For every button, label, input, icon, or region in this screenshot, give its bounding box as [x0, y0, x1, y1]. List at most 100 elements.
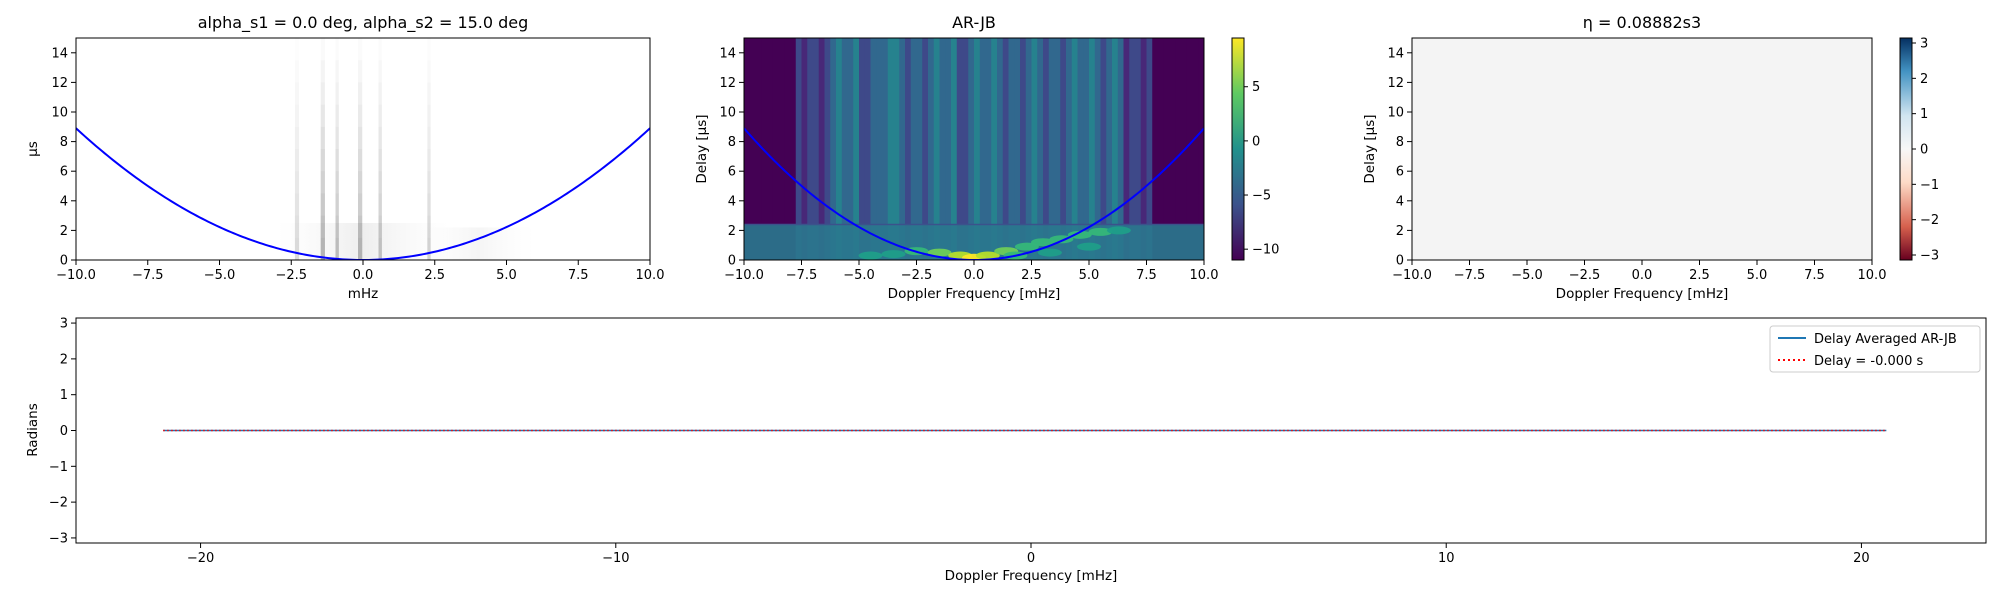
y-tick-label: 8: [1396, 135, 1404, 150]
panel-2-y-ticks: 0 2 4 6 8 10 12 14: [719, 46, 744, 269]
spectrum-column: [1014, 38, 1021, 260]
spectrum-column: [1192, 38, 1199, 260]
spectrum-column: [893, 38, 900, 260]
panel-3-image: [1412, 38, 1872, 260]
panel-1-x-ticks: −10.0 −7.5 −5.0 −2.5 0.0 2.5 5.0 7.5 10.0: [56, 260, 664, 283]
panel-1-y-label: µs: [25, 141, 41, 157]
spectrum-column: [1008, 38, 1015, 260]
bright-blob: [1106, 226, 1131, 235]
y-tick-label: 10: [1387, 106, 1404, 121]
bright-blob: [975, 251, 1000, 260]
spectrum-column: [830, 38, 837, 260]
panel-1-image: [76, 38, 650, 260]
y-tick-label: 0: [728, 254, 736, 269]
spectrum-column: [939, 38, 946, 260]
bright-blob: [927, 248, 952, 257]
colorbar-tick-label: −10: [1252, 243, 1279, 258]
spectrum-column: [991, 38, 998, 260]
y-tick-label: 2: [60, 224, 68, 239]
x-tick-label: −5.0: [1511, 268, 1543, 283]
spectrum-column: [1175, 38, 1182, 260]
y-tick-label: 6: [1396, 165, 1404, 180]
spectrum-column: [956, 38, 964, 260]
panel-4-y-label: Radians: [25, 403, 41, 457]
colorbar-tick-label: −3: [1920, 248, 1939, 263]
spectrum-column: [1020, 38, 1027, 260]
panel-4-y-ticks: −3 −2 −1 0 1 2 3: [49, 317, 76, 546]
panel-2-y-label: Delay [µs]: [694, 114, 710, 183]
panel-1-x-label: mHz: [348, 286, 378, 302]
colorbar-tick-label: 5: [1252, 80, 1260, 95]
panel-4-legend: Delay Averaged AR-JB Delay = -0.000 s: [1769, 325, 1981, 373]
spectrum-column: [1152, 38, 1159, 260]
y-tick-label: 12: [719, 76, 736, 91]
spectrum-column: [1089, 38, 1096, 260]
panel-3-title: η = 0.08882s3: [1583, 13, 1701, 32]
spectrum-column: [1048, 38, 1056, 260]
panel-3-y-label: Delay [µs]: [1362, 114, 1378, 183]
spectrum-column: [928, 38, 935, 260]
spectrum-column: [870, 38, 877, 260]
spectrum-column: [1112, 38, 1119, 260]
y-tick-label: 10: [719, 106, 736, 121]
x-tick-label: −10.0: [56, 268, 96, 283]
panel-3-colorbar-ticks: −3 −2 −1 0 1 2 3: [1912, 37, 1939, 263]
spectrum-column: [1100, 38, 1107, 260]
spectrum-column: [979, 38, 987, 260]
legend-label-delay-averaged: Delay Averaged AR-JB: [1814, 332, 1957, 347]
x-tick-label: −7.5: [1454, 268, 1486, 283]
legend-label-delay-value: Delay = -0.000 s: [1814, 354, 1923, 369]
spectrum-column: [968, 38, 975, 260]
colorbar-tick-label: 3: [1920, 37, 1928, 52]
x-tick-label: 5.0: [1079, 268, 1100, 283]
panel-2-x-ticks: −10.0 −7.5 −5.0 −2.5 0.0 2.5 5.0 7.5 10.0: [724, 260, 1218, 283]
spectrum-column: [916, 38, 923, 260]
spectrum-column: [1043, 38, 1050, 260]
spectrum-column: [818, 38, 826, 260]
spectrum-column: [864, 38, 872, 260]
y-tick-label: 12: [51, 76, 68, 91]
spectrum-column: [1129, 38, 1136, 260]
spectrum-column: [1054, 38, 1061, 260]
x-tick-label: −5.0: [843, 268, 875, 283]
bright-blob: [858, 251, 883, 260]
spectrum-column: [755, 38, 762, 260]
panel-3-y-ticks: 0 2 4 6 8 10 12 14: [1387, 46, 1412, 269]
spectrum-column: [1163, 38, 1171, 260]
y-tick-label: 2: [60, 352, 68, 367]
x-tick-label: −10.0: [1392, 268, 1432, 283]
spectrum-column: [1066, 38, 1073, 260]
x-tick-label: 5.0: [496, 268, 517, 283]
y-tick-label: 8: [60, 135, 68, 150]
bright-blob: [1037, 248, 1062, 257]
panel-2: AR-JB −10.0 −7.5 −5.0 −2.5 0.0 2.5 5.0 7.5 10.0 …: [694, 13, 1279, 302]
y-tick-label: −2: [49, 496, 68, 511]
y-tick-label: 3: [60, 317, 68, 332]
spectrum-column: [974, 38, 981, 260]
x-tick-label: 10.0: [1190, 268, 1219, 283]
panel-1: alpha_s1 = 0.0 deg, alpha_s2 = 15.0 deg …: [25, 13, 664, 302]
x-tick-label: 0: [1027, 551, 1035, 566]
y-tick-label: 4: [728, 194, 736, 209]
colorbar-tick-label: −5: [1252, 189, 1271, 204]
panel-4-x-label: Doppler Frequency [mHz]: [945, 568, 1118, 584]
spectrum-column: [790, 38, 797, 260]
x-tick-label: 0.0: [1632, 268, 1653, 283]
x-tick-label: 7.5: [1136, 268, 1157, 283]
x-tick-label: 0.0: [353, 268, 374, 283]
x-tick-label: −10: [602, 551, 629, 566]
colorbar-tick-label: 2: [1920, 72, 1928, 87]
x-tick-label: −20: [187, 551, 214, 566]
panel-2-x-label: Doppler Frequency [mHz]: [888, 286, 1061, 302]
spectrum-column: [962, 38, 969, 260]
colorbar-tick-label: 0: [1252, 134, 1260, 149]
spectrum-column: [778, 38, 785, 260]
spectrum-column: [1140, 38, 1148, 260]
panel-3-colorbar: [1899, 37, 1913, 261]
streak: [378, 238, 381, 260]
spectrum-column: [1135, 38, 1142, 260]
spectrum-column: [985, 38, 992, 260]
spectrum-column: [1002, 38, 1010, 260]
spectrum-column: [744, 38, 751, 260]
panel-1-title: alpha_s1 = 0.0 deg, alpha_s2 = 15.0 deg: [198, 13, 529, 33]
